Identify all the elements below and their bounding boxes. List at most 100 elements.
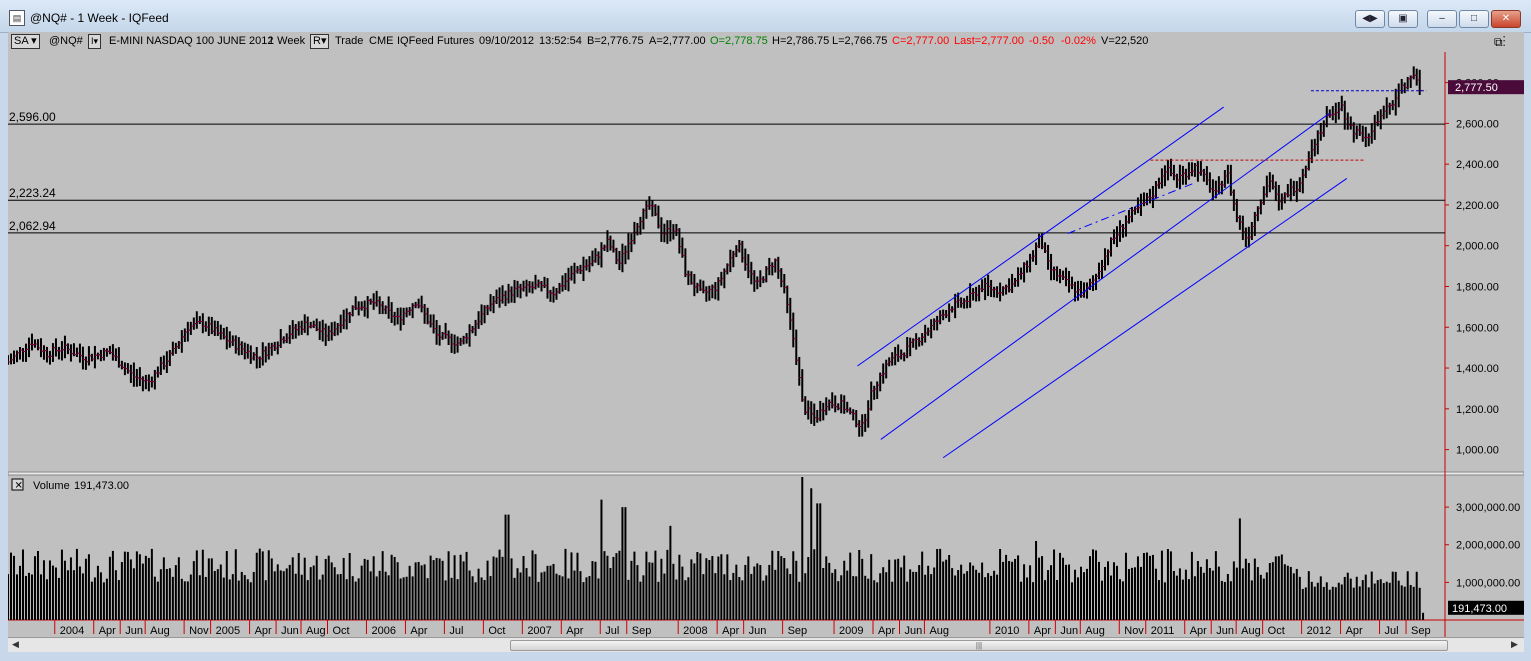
chart-settings-icon[interactable]: ⧉⁝ [1494, 35, 1506, 49]
symbol-label[interactable]: @NQ# [49, 35, 83, 47]
horizontal-level-label: 2,062.94 [9, 219, 56, 233]
high-value: H=2,786.75 [772, 35, 830, 47]
ohlc-bar [790, 312, 796, 348]
ohlc-bar [218, 324, 224, 340]
chart-svg: 2,596.00 2,223.24 2,062.94 1,000.00 1,200.0… [5, 52, 1525, 637]
time-tick-label: Jun [905, 625, 923, 637]
time-tick-label: Aug [929, 625, 949, 637]
ohlc-bar [742, 248, 748, 271]
ohlc-bar [479, 304, 485, 326]
ohlc-bar [89, 353, 95, 362]
ohlc-bar [736, 239, 742, 253]
ohlc-bar [658, 217, 664, 242]
ohlc-bar [257, 356, 263, 369]
ohlc-bar [781, 273, 787, 294]
volume-last-box [1448, 600, 1524, 615]
scroll-thumb[interactable]: ||| [510, 640, 1448, 651]
ohlc-bar [1045, 244, 1051, 270]
time-tick-label: Aug [150, 625, 170, 637]
bid-value: B=2,776.75 [587, 35, 644, 47]
ohlc-bar [317, 321, 323, 340]
ohlc-bar [709, 284, 715, 299]
time-tick-label: Sep [632, 625, 652, 637]
ohlc-bar [35, 339, 41, 351]
ohlc-bar [583, 259, 589, 271]
ohlc-bar [59, 341, 65, 361]
horizontal-scrollbar[interactable]: ◀ ||| ▶ [8, 637, 1524, 652]
ohlc-bar [619, 243, 625, 273]
ohlc-bar [260, 342, 266, 366]
ohlc-bar [616, 250, 622, 271]
ohlc-bar [266, 342, 272, 360]
ohlc-bar [1387, 102, 1393, 115]
ohlc-bar [976, 284, 982, 302]
price-tick-label: 2,000.00 [1456, 241, 1499, 253]
ohlc-bar [664, 220, 670, 244]
ohlc-bar [946, 303, 952, 322]
ohlc-bar [338, 314, 344, 333]
interval-label[interactable]: 1 Week [268, 35, 306, 47]
minimize-icon[interactable]: – [1427, 10, 1457, 28]
ohlc-bar [832, 395, 838, 413]
ohlc-bar [553, 288, 559, 300]
ohlc-bar [1195, 161, 1201, 182]
ohlc-bar [452, 334, 458, 354]
r-dropdown[interactable]: R▾ [310, 34, 330, 49]
field-feed: IQFeed [397, 35, 434, 47]
ohlc-bar [416, 298, 422, 309]
ohlc-bar [1237, 215, 1243, 230]
ohlc-bar [131, 362, 137, 387]
ohlc-bar [113, 348, 119, 361]
ohlc-bar [1198, 161, 1204, 176]
ohlc-bar [74, 347, 80, 357]
ohlc-bar [290, 320, 296, 340]
maximize-icon[interactable]: □ [1459, 10, 1489, 28]
ohlc-bar [344, 308, 350, 330]
link-icon[interactable]: ▣ [1388, 10, 1418, 28]
low-value: L=2,766.75 [832, 35, 888, 47]
ohlc-bar [398, 307, 404, 331]
ohlc-bar [1006, 278, 1012, 293]
ohlc-bar [997, 282, 1003, 302]
volume-value: V=22,520 [1101, 35, 1149, 47]
ohlc-bar [1315, 130, 1321, 155]
ohlc-bar [506, 283, 512, 304]
ohlc-bar [521, 280, 527, 292]
ohlc-bar [883, 359, 889, 379]
ohlc-bar [1297, 177, 1303, 193]
ohlc-bar [278, 328, 284, 348]
ohlc-bar [805, 400, 811, 420]
ohlc-bar [634, 223, 640, 236]
ohlc-bar [449, 333, 455, 353]
ohlc-bar [1342, 100, 1348, 130]
ohlc-bar [119, 360, 125, 370]
chart-area[interactable]: 2,596.00 2,223.24 2,062.94 1,000.00 1,200.0… [5, 52, 1525, 647]
close-icon[interactable]: ✕ [1491, 10, 1521, 28]
ohlc-bar [1201, 168, 1207, 182]
ohlc-bar [458, 337, 464, 346]
ohlc-bar [628, 233, 634, 253]
time-tick-label: Apr [1190, 625, 1207, 637]
ohlc-bar [1330, 106, 1336, 121]
ohlc-bar [1108, 237, 1114, 257]
last-price-label: 2,777.50 [1455, 82, 1498, 94]
ohlc-bar [943, 309, 949, 319]
symbol-menu-button[interactable]: I▾ [88, 34, 102, 49]
pane-splitter [7, 471, 1525, 476]
study-dropdown[interactable]: SA ▾ [11, 34, 40, 49]
chart-app-icon: ▤ [9, 10, 25, 26]
ohlc-bar [667, 220, 673, 242]
change-value: -0.50 [1029, 35, 1055, 47]
ohlc-bar [1144, 192, 1150, 206]
scroll-left-icon[interactable]: ◀ [12, 639, 19, 649]
price-tick-label: 1,600.00 [1456, 322, 1499, 334]
restore-layout-icon[interactable]: ◀▶ [1355, 10, 1385, 28]
open-value: O=2,778.75 [710, 35, 768, 47]
time-tick-label: Nov [189, 625, 209, 637]
scroll-right-icon[interactable]: ▶ [1511, 639, 1518, 649]
ohlc-bar [281, 336, 287, 344]
ohlc-bar [1021, 262, 1027, 283]
ohlc-bar [470, 326, 476, 334]
horizontal-level-label: 2,223.24 [9, 186, 56, 200]
volume-tick-label: 1,000,000.00 [1456, 577, 1520, 589]
